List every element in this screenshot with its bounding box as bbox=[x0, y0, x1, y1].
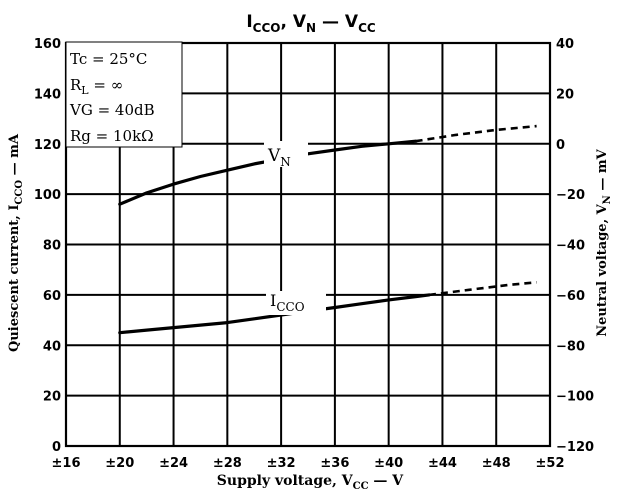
x-tick-label: ±40 bbox=[374, 456, 403, 471]
conditions-box: Tc = 25°C RL = ∞ VG = 40dB Rg = 10kΩ bbox=[65, 41, 183, 148]
x-tick-label: ±16 bbox=[52, 456, 81, 471]
x-tick-label: ±36 bbox=[320, 456, 349, 471]
series-label-icco: ICCO bbox=[266, 291, 326, 315]
x-tick-label: ±32 bbox=[267, 456, 296, 471]
svg-text:ICCO: ICCO bbox=[270, 291, 305, 314]
condition-gain: VG = 40dB bbox=[69, 101, 155, 119]
x-tick-label: ±24 bbox=[159, 456, 188, 471]
y-left-tick-label: 60 bbox=[43, 289, 61, 304]
y-axis-right-label: Neutral voltage, VN — mV bbox=[595, 148, 613, 336]
plot-frame bbox=[64, 41, 552, 448]
x-tick-label: ±52 bbox=[536, 456, 565, 471]
y-left-tick-label: 40 bbox=[43, 339, 61, 354]
y-right-tick-label: −40 bbox=[556, 239, 585, 254]
condition-load: RL = ∞ bbox=[70, 76, 123, 97]
x-tick-label: ±20 bbox=[105, 456, 134, 471]
y-left-tick-label: 120 bbox=[34, 138, 61, 153]
y-left-tick-label: 0 bbox=[52, 440, 61, 455]
y-left-tick-label: 20 bbox=[43, 390, 61, 405]
series-line-icco-extrapolated bbox=[428, 281, 537, 297]
y-left-tick-label: 100 bbox=[34, 188, 61, 203]
series-layer bbox=[118, 124, 537, 335]
y-right-tick-label: −60 bbox=[556, 289, 585, 304]
y-right-tick-label: 0 bbox=[556, 138, 565, 153]
y-right-tick-label: −100 bbox=[556, 390, 594, 405]
series-line-vn-extrapolated bbox=[415, 124, 537, 143]
y-right-tick-label: −120 bbox=[556, 440, 594, 455]
x-axis-label: Supply voltage, VCC — V bbox=[217, 473, 405, 492]
series-label-vn: VN bbox=[264, 141, 308, 169]
y-left-tick-label: 80 bbox=[43, 239, 61, 254]
condition-rg: Rg = 10kΩ bbox=[70, 127, 154, 145]
y-axis-left-label: Quiescent current, ICCO — mA bbox=[7, 133, 25, 352]
y-left-tick-label: 140 bbox=[34, 87, 61, 102]
x-tick-label: ±48 bbox=[482, 456, 511, 471]
x-tick-label: ±28 bbox=[213, 456, 242, 471]
y-right-tick-label: −80 bbox=[556, 339, 585, 354]
svg-text:VN: VN bbox=[267, 146, 291, 169]
y-right-tick-label: 20 bbox=[556, 87, 574, 102]
y-left-tick-label: 160 bbox=[34, 37, 61, 52]
tick-labels: ±16 ±20 ±24 ±28 ±32 ±36 ±40 ±44 ±48 ±52 0 20 40 60 80 1… bbox=[34, 37, 594, 471]
y-right-tick-label: 40 bbox=[556, 37, 574, 52]
chart-title: ICCO, VN — VCC bbox=[246, 12, 376, 35]
x-tick-label: ±44 bbox=[428, 456, 457, 471]
y-right-tick-label: −20 bbox=[556, 188, 585, 203]
condition-temperature: Tc = 25°C bbox=[70, 50, 147, 68]
